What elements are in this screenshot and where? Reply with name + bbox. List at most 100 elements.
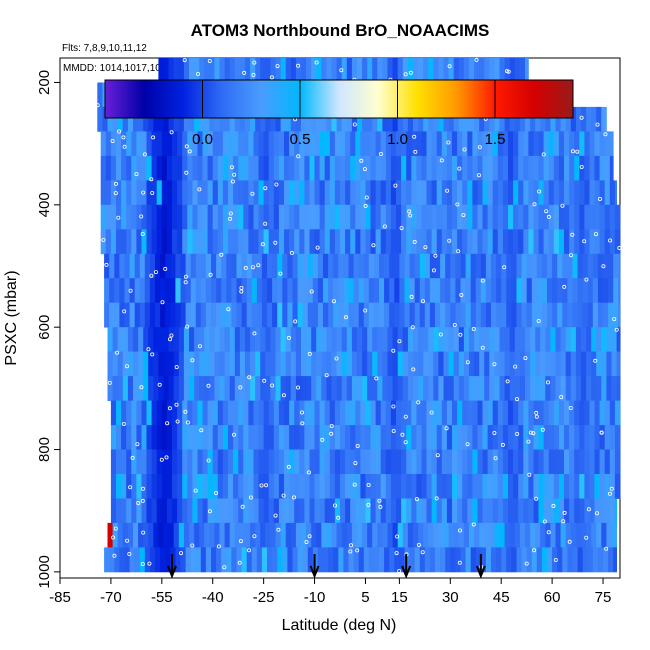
heatmap-cell — [462, 498, 468, 524]
heatmap-cell — [513, 204, 519, 230]
heatmap-cell — [564, 229, 570, 255]
heatmap-cell — [248, 474, 254, 499]
sample-point — [246, 548, 251, 553]
heatmap-cell — [119, 253, 125, 279]
heatmap-cell — [618, 253, 621, 279]
heatmap-cell — [416, 131, 422, 157]
heatmap-cell — [202, 400, 208, 426]
heatmap-cell — [151, 155, 158, 181]
heatmap-cell — [350, 204, 356, 230]
heatmap-cell — [553, 449, 560, 475]
heatmap-cell — [406, 155, 412, 181]
heatmap-cell — [146, 180, 152, 206]
heatmap-cell — [311, 327, 317, 353]
heatmap-cell — [340, 425, 346, 450]
heatmap-cell — [411, 131, 417, 157]
heatmap-cell — [380, 131, 387, 157]
heatmap-cell — [212, 229, 219, 255]
heatmap-cell — [185, 547, 192, 573]
heatmap-cell — [158, 58, 164, 83]
sample-point — [208, 272, 213, 277]
heatmap-cell — [604, 131, 611, 157]
sample-point — [169, 333, 174, 338]
heatmap-cell — [263, 474, 270, 499]
heatmap-cell — [200, 253, 207, 279]
heatmap-cell — [538, 180, 544, 206]
heatmap-cell — [382, 376, 388, 401]
heatmap-cell — [168, 58, 175, 83]
heatmap-cell — [351, 58, 358, 83]
heatmap-cell — [350, 474, 356, 499]
heatmap-cell — [407, 58, 414, 83]
heatmap-cell — [202, 449, 208, 475]
heatmap-cell — [375, 498, 382, 524]
sample-point — [175, 419, 180, 424]
heatmap-cell — [295, 351, 302, 377]
heatmap-cell — [377, 327, 383, 353]
heatmap-cell — [457, 449, 463, 475]
heatmap-cell — [368, 302, 375, 328]
heatmap-cell — [548, 229, 555, 255]
heatmap-cell — [306, 106, 312, 132]
heatmap-cell — [470, 547, 477, 573]
heatmap-cell — [392, 58, 399, 83]
heatmap-cell — [119, 302, 125, 328]
sample-point — [130, 455, 135, 460]
heatmap-cell — [513, 155, 519, 181]
heatmap-cell — [370, 155, 376, 181]
heatmap-cell — [616, 376, 621, 401]
heatmap-cell — [390, 155, 397, 181]
heatmap-cell — [197, 498, 203, 524]
heatmap-cell — [389, 278, 395, 304]
flight-arrow-head — [309, 565, 320, 579]
heatmap-cell — [121, 400, 127, 426]
sample-point — [293, 319, 298, 324]
heatmap-cell — [253, 425, 259, 450]
heatmap-cell — [309, 498, 315, 524]
heatmap-cell — [350, 425, 356, 450]
heatmap-cell — [222, 229, 229, 255]
sample-point — [151, 135, 156, 140]
sample-point — [456, 249, 461, 254]
heatmap-cell — [428, 351, 434, 377]
heatmap-cell — [165, 302, 171, 328]
heatmap-cell — [136, 400, 142, 426]
heatmap-cell — [138, 106, 144, 132]
heatmap-cell — [190, 253, 197, 279]
sample-point — [113, 191, 118, 196]
heatmap-cell — [116, 498, 122, 524]
heatmap-cell — [604, 229, 611, 255]
heatmap-cell — [183, 376, 190, 401]
sample-point — [238, 539, 243, 544]
heatmap-cell — [614, 425, 621, 450]
heatmap-cell — [584, 180, 590, 206]
sample-point — [264, 483, 269, 488]
sample-point — [286, 464, 291, 469]
heatmap-cell — [144, 253, 151, 279]
heatmap-cell — [533, 155, 539, 181]
heatmap-cell — [452, 400, 458, 426]
sample-point — [295, 385, 300, 390]
heatmap-cell — [516, 302, 522, 328]
heatmap-cell — [228, 131, 234, 157]
heatmap-cell — [519, 522, 526, 548]
heatmap-cell — [547, 547, 553, 573]
heatmap-cell — [477, 449, 483, 475]
heatmap-cell — [126, 498, 132, 524]
heatmap-cell — [423, 522, 429, 548]
heatmap-cell — [470, 302, 477, 328]
heatmap-cell — [564, 425, 570, 450]
heatmap-cell — [346, 58, 353, 83]
heatmap-cell — [301, 522, 307, 548]
heatmap-cell — [467, 180, 473, 206]
sample-point — [536, 318, 541, 323]
sample-point — [480, 278, 485, 283]
heatmap-cell — [406, 400, 412, 426]
heatmap-cell — [253, 400, 259, 426]
sample-point — [141, 530, 146, 535]
heatmap-cell — [452, 131, 458, 157]
sample-point — [307, 351, 312, 356]
heatmap-cell — [467, 449, 473, 475]
heatmap-cell — [233, 498, 239, 524]
heatmap-cell — [428, 106, 434, 132]
